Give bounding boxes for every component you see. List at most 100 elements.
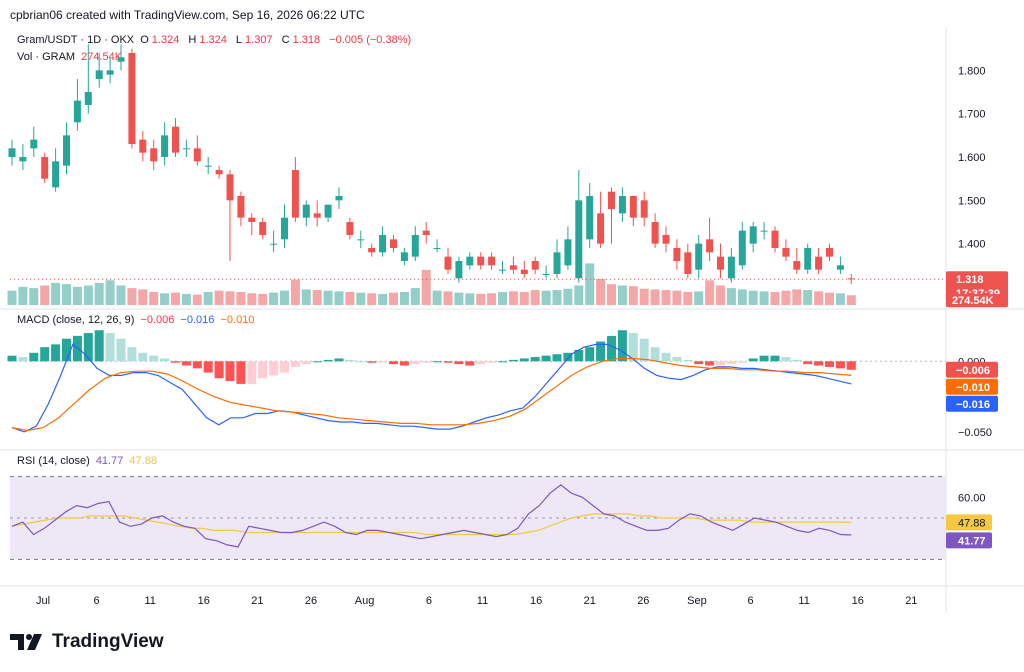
x-tick-label: 16 <box>198 595 210 607</box>
candle-body <box>411 235 419 257</box>
candle-body <box>390 239 397 248</box>
candle-body <box>8 148 16 157</box>
candle-body <box>291 170 299 218</box>
candle-body <box>215 170 223 175</box>
macd-histogram-bar <box>94 330 104 362</box>
macd-value-tag <box>946 361 998 378</box>
macd-value-tag <box>946 378 998 395</box>
macd-histogram-bar <box>661 352 671 362</box>
macd-value-tag-text: −0.016 <box>956 399 990 411</box>
volume-bar <box>661 290 671 305</box>
price-tick-label: 1.600 <box>958 152 986 164</box>
volume-bar <box>705 280 715 305</box>
x-tick-label: 21 <box>251 595 263 607</box>
macd-signal-value: −0.010 <box>220 314 255 326</box>
volume-bar <box>72 286 82 305</box>
macd-histogram-bar <box>356 361 366 363</box>
volume-value: 274.54K <box>81 51 123 63</box>
tradingview-logo: TradingView <box>10 631 164 653</box>
macd-histogram-bar <box>748 358 758 362</box>
x-tick-label: 21 <box>584 595 596 607</box>
volume-bar <box>29 288 39 305</box>
rsi-ma-line <box>11 513 852 536</box>
volume-bar <box>574 285 584 305</box>
macd-line-value: −0.016 <box>180 314 215 326</box>
macd-value-tag-text: −0.010 <box>956 382 990 394</box>
macd-histogram-bar <box>203 361 213 373</box>
volume-bar <box>312 290 322 305</box>
macd-histogram-bar <box>650 347 660 362</box>
volume-bar <box>367 293 377 305</box>
candle-body <box>509 265 517 270</box>
rsi-value-tag-text: 41.77 <box>958 535 986 547</box>
rsi-value-tag <box>946 532 992 549</box>
x-tick-label: Jul <box>36 595 50 607</box>
rsi-ma-value: 47.88 <box>129 455 157 467</box>
volume-bar <box>432 290 442 305</box>
candle-body <box>346 222 354 235</box>
macd-histogram-bar <box>781 357 791 362</box>
candle-body <box>357 239 365 241</box>
candle-body <box>684 252 692 274</box>
macd-histogram-bar <box>258 361 268 379</box>
close-value: C 1.318 <box>281 34 321 46</box>
macd-histogram-bar <box>519 358 529 362</box>
macd-histogram-bar <box>716 361 725 366</box>
macd-histogram-bar <box>607 335 616 362</box>
candle-body <box>161 135 169 157</box>
candle-body <box>847 278 855 280</box>
macd-histogram-bar <box>269 361 279 376</box>
candle-body <box>651 222 659 244</box>
candle-body <box>84 92 92 105</box>
volume-bar <box>628 286 638 305</box>
volume-bar <box>258 293 268 305</box>
candle-body <box>324 204 332 218</box>
price-tick-label: 1.700 <box>958 109 986 121</box>
volume-bar <box>716 285 725 305</box>
candle-body <box>73 100 81 123</box>
macd-histogram-bar <box>726 361 736 365</box>
candle-body <box>204 165 212 167</box>
x-tick-label: Sep <box>687 595 707 607</box>
macd-line <box>11 343 852 433</box>
candle-body <box>313 213 321 218</box>
low-value: L 1.307 <box>235 34 273 46</box>
macd-histogram-bar <box>236 361 246 384</box>
volume-bar <box>846 295 856 305</box>
candle-body <box>629 196 637 218</box>
candle-body <box>433 248 441 249</box>
x-tick-label: 11 <box>477 595 488 607</box>
volume-bar <box>759 291 769 305</box>
candle-body <box>63 135 70 166</box>
macd-histogram-bar <box>443 361 453 363</box>
macd-histogram-bar <box>312 361 322 363</box>
macd-histogram-bar <box>149 355 159 362</box>
volume-bar <box>345 292 355 305</box>
candle-body <box>95 70 103 79</box>
x-tick-label: 11 <box>144 595 155 607</box>
volume-bar <box>519 292 529 305</box>
volume-bar <box>617 285 627 305</box>
rsi-ma-tag <box>946 514 992 531</box>
macd-histogram-bar <box>803 361 813 365</box>
candle-body <box>520 269 528 274</box>
x-tick-label: 6 <box>747 595 753 607</box>
volume-bar <box>781 290 791 305</box>
macd-histogram-bar <box>574 350 584 362</box>
macd-histogram-bar <box>116 338 126 362</box>
candle-body <box>542 274 550 275</box>
rsi-tick-label: 60.00 <box>958 492 986 504</box>
macd-histogram-bar <box>672 357 682 362</box>
macd-histogram-bar <box>530 357 540 362</box>
macd-legend: MACD (close, 12, 26, 9) −0.006 −0.016 −0… <box>17 314 257 326</box>
x-tick-label: 26 <box>305 595 317 607</box>
macd-histogram-bar <box>628 333 638 362</box>
volume-bar <box>356 292 366 305</box>
volume-bar <box>421 269 431 305</box>
volume-bar <box>694 291 704 305</box>
volume-bar <box>748 290 758 305</box>
volume-bar <box>530 290 540 305</box>
volume-bar <box>563 288 573 305</box>
candle-body <box>826 248 833 257</box>
